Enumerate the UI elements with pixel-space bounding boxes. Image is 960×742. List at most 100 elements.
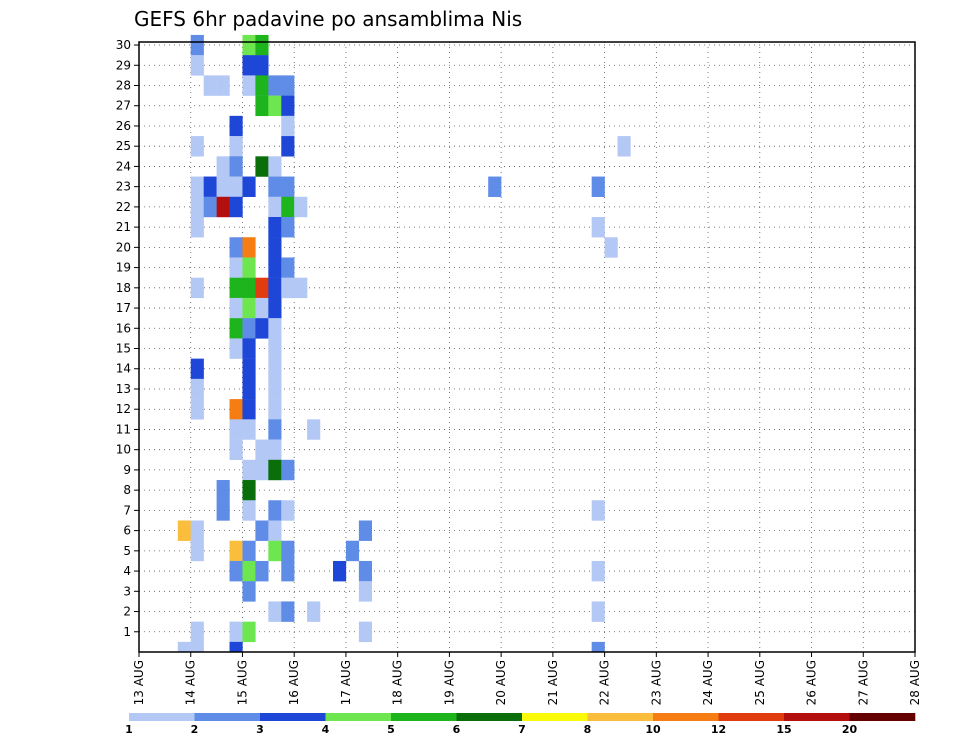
legend-label: 8: [584, 723, 592, 736]
legend-swatch: [456, 713, 523, 721]
y-tick-label: 27: [116, 99, 131, 113]
chart-title: GEFS 6hr padavine po ansamblima Nis: [134, 7, 522, 31]
heatmap-cell: [345, 540, 360, 562]
legend-label: 15: [776, 723, 791, 736]
heatmap-cell: [268, 399, 282, 420]
heatmap-cell: [229, 136, 243, 157]
heatmap-cell: [307, 601, 321, 622]
heatmap-cell: [242, 257, 256, 278]
y-tick-label: 11: [116, 422, 131, 436]
y-tick-label: 4: [123, 564, 131, 578]
heatmap-cell: [229, 560, 243, 582]
y-tick-label: 14: [116, 362, 131, 376]
heatmap-cell: [255, 459, 269, 481]
heatmap-cell: [488, 176, 502, 197]
heatmap-cell: [229, 439, 243, 460]
heatmap-cell: [307, 419, 321, 440]
heatmap-cell: [216, 156, 230, 177]
x-tick-label: 25 AUG: [753, 660, 767, 705]
heatmap-cell: [177, 641, 191, 653]
heatmap-cell: [281, 500, 295, 521]
heatmap-cell: [190, 277, 204, 299]
heatmap-cell: [203, 75, 217, 96]
heatmap-cell: [281, 459, 295, 481]
y-tick-label: 6: [123, 524, 131, 538]
y-tick-label: 24: [116, 159, 131, 173]
heatmap-cell: [281, 136, 295, 157]
y-tick-label: 16: [116, 321, 131, 335]
heatmap-cell: [255, 156, 269, 177]
heatmap-cell: [177, 520, 191, 541]
heatmap-cell: [268, 439, 282, 460]
heatmap-cell: [190, 176, 204, 197]
heatmap-cell: [242, 358, 256, 380]
heatmap-cell: [281, 115, 295, 137]
legend-label: 5: [387, 723, 395, 736]
x-tick-label: 23 AUG: [649, 660, 663, 705]
x-tick-label: 28 AUG: [908, 660, 922, 705]
heatmap-cell: [281, 277, 295, 299]
heatmap-cell: [229, 176, 243, 197]
y-tick-label: 20: [116, 240, 131, 254]
heatmap-cell: [190, 399, 204, 420]
legend-swatch: [718, 713, 785, 721]
y-tick-label: 13: [116, 382, 131, 396]
x-tick-label: 14 AUG: [184, 660, 198, 705]
legend-label: 20: [842, 723, 858, 736]
legend-label: 7: [518, 723, 526, 736]
legend-label: 4: [322, 723, 330, 736]
x-tick-label: 27 AUG: [856, 660, 870, 705]
y-tick-label: 9: [123, 463, 131, 477]
heatmap-cell: [268, 459, 282, 481]
heatmap-cell: [281, 540, 295, 562]
heatmap-cell: [255, 75, 269, 96]
heatmap-cell: [229, 318, 243, 339]
heatmap-cell: [242, 419, 256, 440]
legend-swatch: [587, 713, 654, 721]
heatmap-cell: [229, 257, 243, 278]
heatmap-cell: [190, 621, 204, 643]
heatmap-cell: [190, 520, 204, 541]
heatmap-cell: [358, 621, 372, 643]
heatmap-cell: [268, 217, 282, 238]
heatmap-cell: [255, 34, 269, 56]
heatmap-cell: [203, 176, 217, 197]
color-legend: 1 2 3 4 5 6 7 8 10 12 15 20: [125, 713, 916, 736]
plot-frame: [138, 41, 916, 653]
legend-label: 1: [125, 723, 133, 736]
heatmap-cell: [358, 560, 372, 582]
heatmap-cell: [229, 277, 243, 299]
y-tick-label: 22: [116, 200, 131, 214]
heatmap-cell: [617, 136, 631, 157]
x-tick-label: 15 AUG: [235, 660, 249, 705]
y-tick-label: 5: [123, 544, 131, 558]
x-axis: 13 AUG 14 AUG 15 AUG 16 AUG 17 AUG 18 AUG 19 A…: [132, 652, 922, 705]
heatmap-cell: [591, 217, 605, 238]
y-tick-label: 19: [116, 261, 131, 275]
heatmap-cell: [281, 196, 295, 218]
heatmap-cell: [268, 297, 282, 319]
legend-swatch: [129, 713, 195, 721]
y-tick-label: 7: [123, 503, 131, 517]
heatmap-cell: [229, 399, 243, 420]
heatmap-cell: [268, 95, 282, 117]
heatmap-cell: [242, 55, 256, 76]
y-tick-label: 29: [116, 58, 131, 72]
heatmap-cell: [242, 480, 256, 501]
heatmap-cell: [242, 581, 256, 602]
heatmap-cell: [268, 257, 282, 278]
heatmap-cell: [242, 176, 256, 197]
heatmap-cell: [242, 500, 256, 521]
heatmap-cell: [242, 75, 256, 96]
heatmap-cell: [281, 601, 295, 622]
heatmap-cell: [255, 95, 269, 117]
heatmap-cell: [268, 318, 282, 339]
heatmap-cell: [281, 560, 295, 582]
y-tick-label: 17: [116, 301, 131, 315]
x-tick-label: 16 AUG: [287, 660, 301, 705]
heatmap-cell: [268, 540, 282, 562]
legend-label: 3: [256, 723, 264, 736]
heatmap-cell: [242, 237, 256, 258]
y-tick-label: 10: [116, 443, 131, 457]
heatmap-cell: [229, 297, 243, 319]
